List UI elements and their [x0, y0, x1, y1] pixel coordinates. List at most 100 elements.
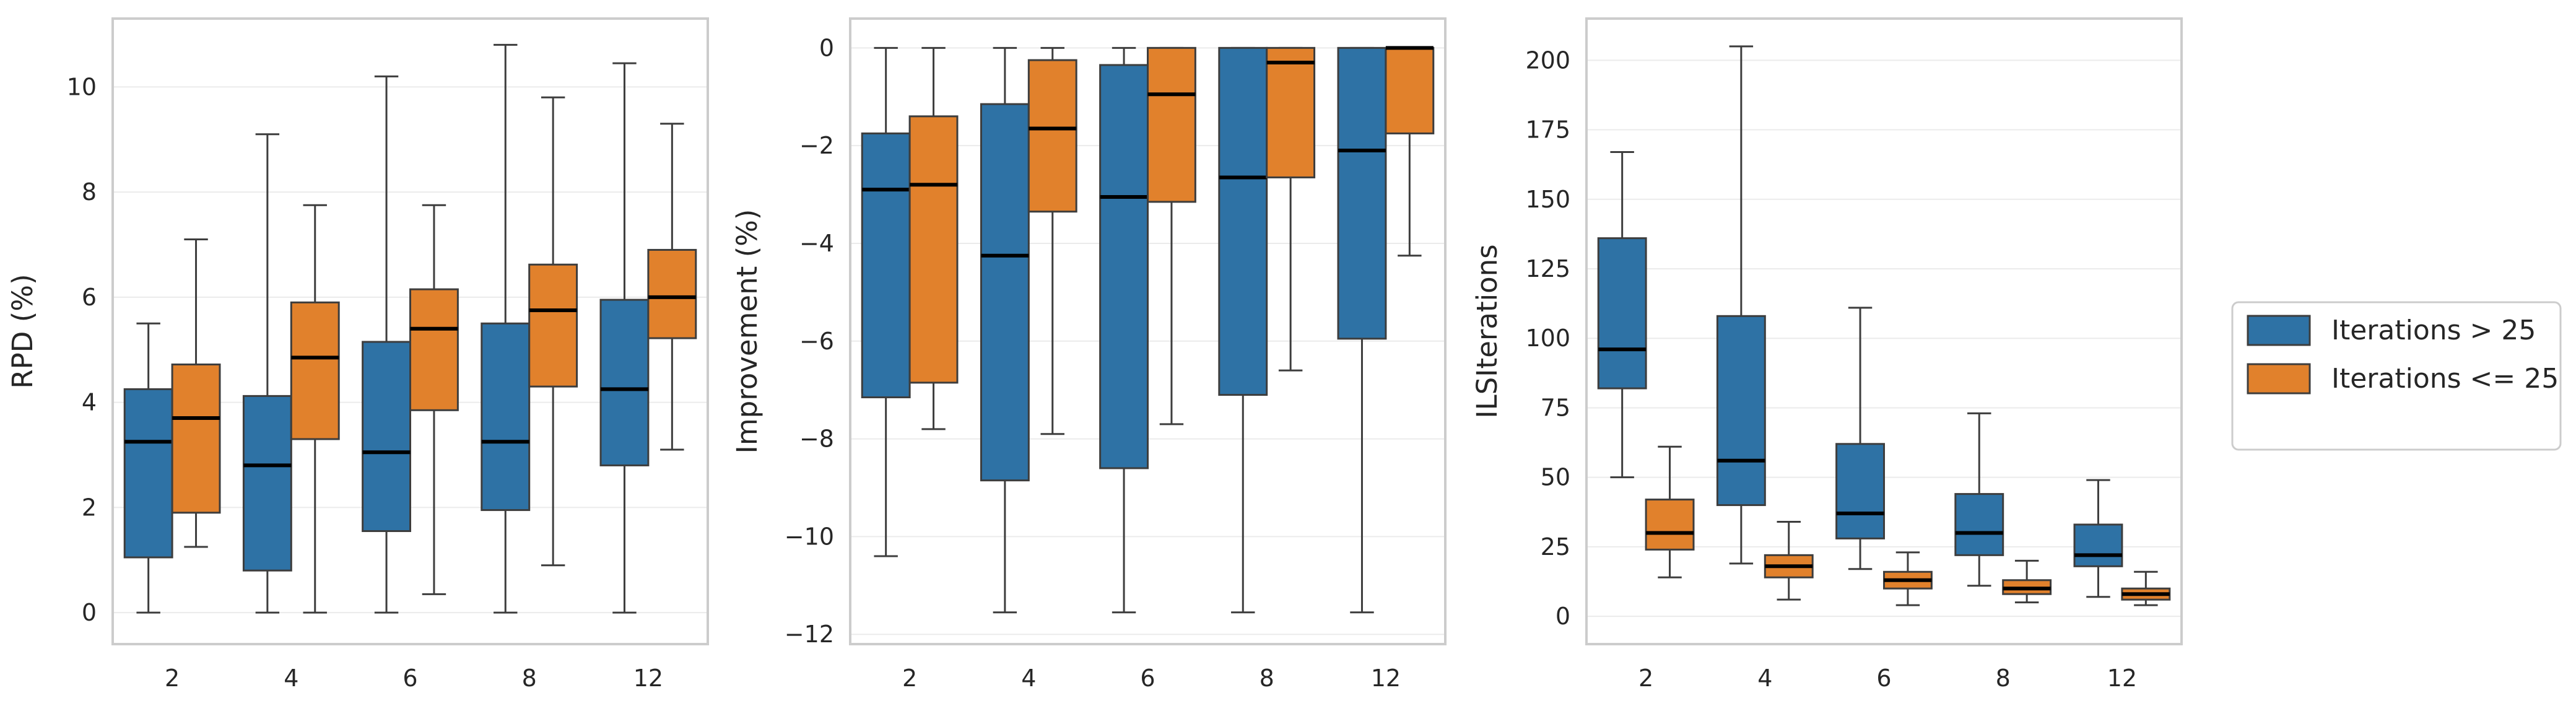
- y-tick-label: 125: [1525, 255, 1570, 282]
- x-tick-label: 8: [522, 665, 537, 692]
- box-le-25-6: [1147, 46, 1196, 425]
- box-iqr: [861, 132, 911, 399]
- chart-panel-1: 0 2 4 6 8 10 2 4 6 8 12 RPD (%): [6, 17, 709, 692]
- box-le-25-2: [908, 46, 959, 430]
- plot-frame: [1585, 17, 2183, 645]
- chart-panel-3: 0 25 50 75 100 125 150 175 200 2 4 6 8 12 ILSIteration…: [1471, 17, 2183, 692]
- box-iqr: [528, 263, 578, 388]
- box-le-25-8: [2002, 559, 2052, 604]
- box-iqr: [980, 103, 1030, 482]
- box-gt-25-6: [362, 75, 411, 614]
- x-tick-label: 6: [1140, 665, 1155, 692]
- box-iqr: [647, 248, 697, 339]
- box-gt-25-12: [2073, 479, 2123, 598]
- box-iqr: [1027, 59, 1077, 213]
- plot-frame: [849, 17, 1447, 645]
- y-tick-label: −6: [799, 328, 834, 355]
- plot-frame: [111, 17, 709, 645]
- box-gt-25-12: [1337, 46, 1387, 614]
- x-tick-label: 8: [1260, 665, 1274, 692]
- y-tick-label: 0: [819, 34, 834, 61]
- box-gt-25-6: [1099, 46, 1149, 614]
- box-gt-25-4: [1716, 45, 1766, 565]
- box-gt-25-2: [861, 46, 911, 557]
- panels: 0 2 4 6 8 10 2 4 6 8 12 RPD (%) −12 −10 −8 −6 −4 −2 0 2 4 6 8 1…: [6, 17, 2183, 692]
- box-iqr: [1147, 46, 1196, 203]
- box-iqr: [242, 395, 292, 572]
- y-tick-label: 150: [1525, 186, 1570, 213]
- x-tick-label: 2: [902, 665, 917, 692]
- box-gt-25-6: [1835, 307, 1886, 570]
- legend: Iterations > 25 Iterations <= 25: [2231, 301, 2562, 451]
- box-iqr: [1597, 237, 1647, 390]
- box-gt-25-4: [980, 46, 1030, 614]
- y-tick-label: 8: [82, 178, 97, 206]
- box-iqr: [1716, 315, 1766, 507]
- y-tick-label: 75: [1541, 394, 1570, 421]
- box-iqr: [1835, 443, 1886, 539]
- box-le-25-6: [409, 204, 459, 595]
- y-tick-label: 100: [1525, 325, 1570, 352]
- box-iqr: [123, 388, 173, 559]
- box-iqr: [908, 115, 959, 384]
- box-iqr: [1385, 46, 1435, 134]
- box-le-25-4: [1027, 46, 1077, 435]
- box-iqr: [2073, 523, 2123, 567]
- box-le-25-8: [1266, 46, 1316, 372]
- box-le-25-12: [2121, 570, 2171, 606]
- legend-frame: [2231, 301, 2562, 451]
- box-gt-25-2: [1597, 150, 1647, 479]
- box-iqr: [1645, 499, 1695, 551]
- box-gt-25-12: [599, 62, 650, 614]
- x-tick-label: 12: [633, 665, 663, 692]
- x-tick-label: 4: [1021, 665, 1036, 692]
- box-iqr: [171, 363, 221, 514]
- y-tick-label: 200: [1525, 46, 1570, 74]
- y-tick-label: −10: [785, 523, 834, 550]
- y-tick-label: 10: [67, 73, 97, 100]
- box-le-25-4: [1764, 520, 1814, 601]
- x-tick-label: 12: [1371, 665, 1401, 692]
- chart-panel-2: −12 −10 −8 −6 −4 −2 0 2 4 6 8 12 Improvement (%): [731, 17, 1447, 692]
- box-le-25-12: [647, 123, 697, 451]
- box-iqr: [1266, 46, 1316, 178]
- box-le-25-6: [1883, 551, 1933, 606]
- y-tick-label: 175: [1525, 116, 1570, 144]
- y-tick-label: 0: [1556, 603, 1570, 630]
- box-le-25-12: [1385, 46, 1435, 257]
- y-tick-label: 0: [82, 599, 97, 626]
- box-iqr: [1218, 46, 1268, 396]
- x-tick-label: 4: [284, 665, 298, 692]
- x-tick-label: 2: [165, 665, 180, 692]
- box-le-25-2: [171, 238, 221, 548]
- legend-swatch-iterations-gt-25: [2247, 315, 2311, 346]
- box-le-25-8: [528, 96, 578, 567]
- x-tick-label: 8: [1996, 665, 2011, 692]
- x-tick-label: 12: [2107, 665, 2137, 692]
- box-iqr: [1954, 493, 2004, 556]
- box-iqr: [1337, 46, 1387, 340]
- y-tick-label: −8: [799, 425, 834, 453]
- x-tick-label: 6: [1876, 665, 1891, 692]
- box-iqr: [599, 299, 650, 466]
- legend-label-iterations-le-25: Iterations <= 25: [2331, 363, 2559, 395]
- box-iqr: [1099, 64, 1149, 469]
- y-tick-label: 25: [1541, 533, 1570, 561]
- y-tick-label: 6: [82, 284, 97, 311]
- box-gt-25-8: [1218, 46, 1268, 614]
- box-gt-25-8: [1954, 412, 2004, 587]
- y-tick-label: 4: [82, 389, 97, 416]
- box-le-25-2: [1645, 445, 1695, 578]
- box-gt-25-8: [481, 43, 531, 614]
- y-tick-label: 50: [1541, 464, 1570, 491]
- x-tick-label: 2: [1638, 665, 1653, 692]
- y-axis-label: ILSIterations: [1471, 244, 1503, 418]
- box-gt-25-2: [123, 322, 173, 614]
- box-gt-25-4: [242, 133, 292, 614]
- y-tick-label: −12: [785, 621, 834, 648]
- x-tick-label: 6: [402, 665, 417, 692]
- box-le-25-4: [290, 204, 340, 614]
- y-axis-label: RPD (%): [6, 274, 39, 388]
- y-tick-label: −4: [799, 230, 834, 257]
